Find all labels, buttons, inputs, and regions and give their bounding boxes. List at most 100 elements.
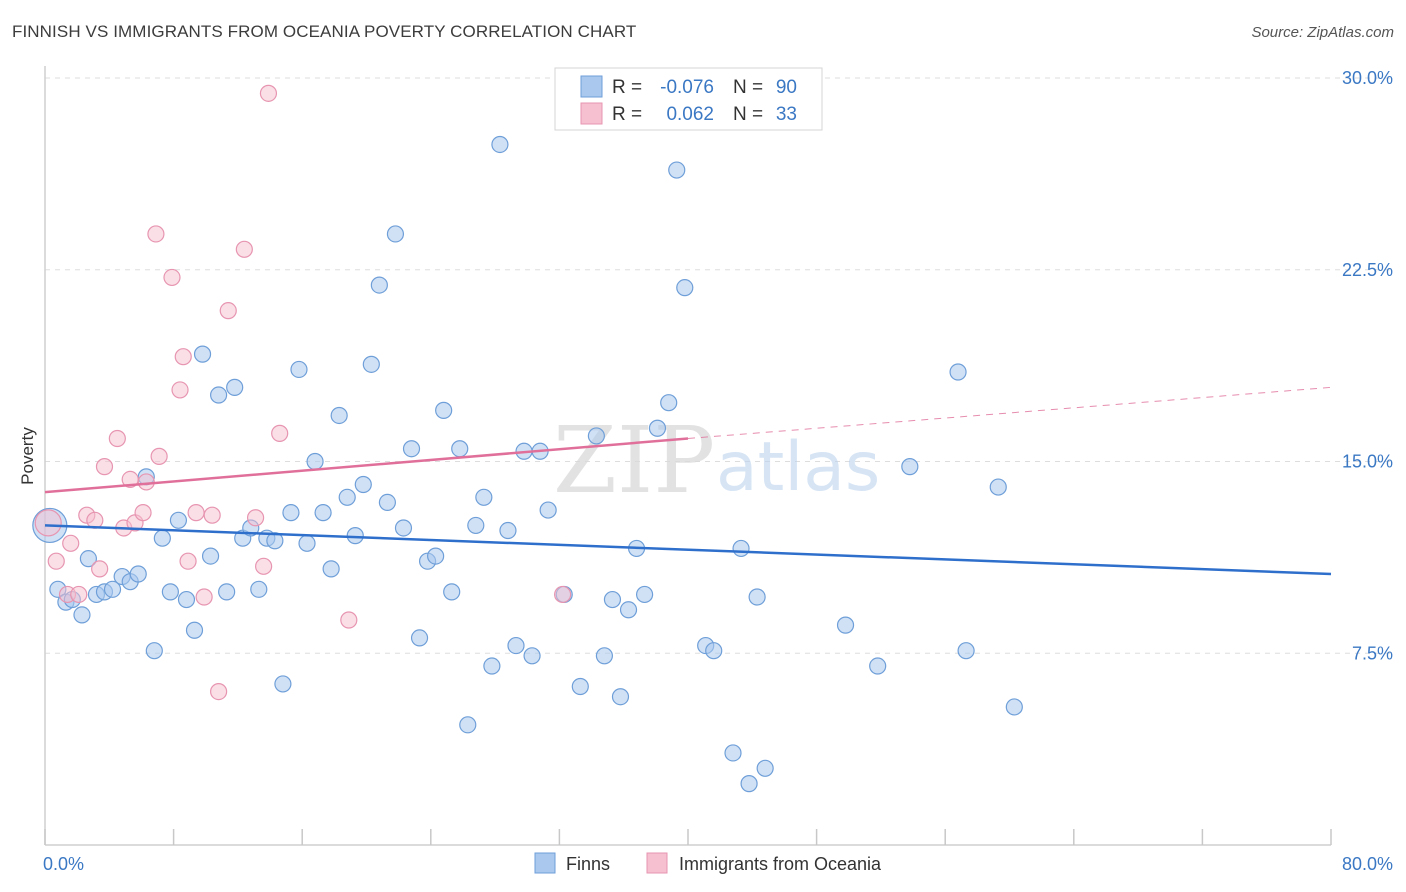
axes [44, 66, 1332, 846]
y-axis-label: Poverty [18, 427, 37, 485]
oceania-point-28 [255, 557, 273, 575]
oceania-point-22 [195, 588, 213, 606]
tick-labels: 7.5% 15.0% 22.5% 30.0% 0.0% 80.0% [43, 68, 1393, 874]
watermark-atlas: atlas [716, 428, 880, 507]
finns-point-80 [740, 775, 758, 793]
finns-point-8 [103, 580, 122, 598]
chart-title: FINNISH VS IMMIGRANTS FROM OCEANIA POVER… [12, 22, 637, 41]
x-tick-label-max: 80.0% [1342, 854, 1393, 874]
legend-n-value-oceania: 33 [776, 104, 797, 125]
oceania-point-16 [150, 447, 168, 465]
finns-point-34 [314, 504, 332, 522]
y-tick-label-3: 30.0% [1342, 68, 1393, 88]
y-tick-label-0: 7.5% [1352, 643, 1393, 663]
finns-point-42 [378, 493, 396, 512]
finns-point-46 [410, 629, 429, 647]
oceania-point-21 [187, 504, 205, 522]
finns-point-83 [836, 616, 855, 634]
oceania-point-29 [259, 84, 278, 102]
finns-point-89 [1005, 698, 1023, 716]
oceania-point-20 [179, 552, 197, 570]
finns-point-78 [724, 744, 742, 762]
legend-r-label-oceania: R = [612, 104, 642, 125]
trend-line-oceania [44, 437, 689, 494]
finns-point-86 [949, 363, 967, 381]
finns-point-53 [467, 516, 485, 535]
finns-point-36 [330, 406, 348, 425]
gridlines [45, 77, 1392, 654]
finns-point-43 [386, 225, 405, 243]
oceania-point-7 [91, 560, 109, 578]
watermark-zip: ZIP [553, 407, 715, 514]
trend-line-finns [44, 524, 1332, 576]
finns-point-39 [354, 475, 372, 494]
oceania-point-24 [210, 682, 228, 701]
finns-point-71 [635, 585, 654, 604]
finns-point-16 [169, 511, 188, 529]
finns-point-17 [177, 590, 196, 609]
legend-n-value-finns: 90 [776, 77, 797, 98]
finns-point-82 [756, 759, 774, 777]
legend-r-label-finns: R = [612, 77, 642, 98]
legend-r-value-finns: -0.076 [660, 77, 714, 98]
finns-point-79 [732, 539, 750, 558]
oceania-point-8 [95, 458, 114, 476]
oceania-point-26 [235, 240, 253, 258]
finns-point-85 [901, 458, 919, 476]
oceania-point-0 [34, 509, 62, 537]
legend-n-label-oceania: N = [733, 104, 763, 125]
finns-point-60 [523, 647, 541, 665]
legend-n-label-finns: N = [733, 77, 763, 98]
series-legend-label-finns[interactable]: Finns [566, 854, 610, 874]
finns-point-88 [989, 478, 1007, 496]
series-legend-swatch-finns[interactable] [534, 852, 556, 874]
finns-point-58 [507, 636, 525, 655]
finns-point-13 [145, 642, 163, 660]
finns-point-87 [957, 642, 975, 660]
series-legend-swatch-oceania[interactable] [646, 852, 668, 874]
finns-point-22 [218, 583, 236, 601]
finns-point-65 [587, 427, 605, 445]
finns-point-23 [226, 378, 244, 396]
oceania-point-31 [340, 611, 358, 629]
finns-point-48 [427, 547, 445, 565]
finns-point-84 [869, 657, 887, 675]
oceania-point-9 [108, 429, 126, 448]
finns-point-26 [250, 580, 268, 598]
finns-point-44 [394, 519, 413, 537]
oceania-point-23 [203, 506, 221, 524]
finns-point-51 [451, 440, 469, 458]
finns-point-45 [402, 440, 421, 458]
oceania-point-27 [246, 509, 265, 527]
finns-point-4 [73, 606, 91, 624]
finns-point-14 [153, 529, 171, 547]
finns-point-49 [435, 401, 453, 419]
finns-point-21 [210, 386, 228, 404]
finns-point-41 [370, 276, 388, 294]
finns-point-81 [748, 588, 766, 606]
finns-point-20 [201, 547, 220, 565]
series-legend: Finns Immigrants from Oceania [534, 852, 882, 874]
oceania-point-13 [134, 504, 152, 522]
finns-point-56 [491, 135, 509, 154]
oceania-point-18 [171, 381, 189, 399]
finns-point-69 [619, 601, 638, 619]
y-tick-label-1: 15.0% [1342, 452, 1393, 472]
finns-point-64 [571, 677, 589, 696]
series-oceania [34, 84, 572, 701]
finns-point-66 [595, 647, 614, 665]
series-legend-label-oceania[interactable]: Immigrants from Oceania [679, 854, 882, 874]
finns-point-18 [185, 621, 204, 639]
finns-point-30 [282, 504, 300, 522]
finns-point-35 [322, 560, 340, 578]
finns-point-11 [129, 565, 147, 583]
finns-point-57 [499, 521, 517, 540]
finns-point-68 [611, 688, 630, 706]
x-tick-label-min: 0.0% [43, 854, 84, 874]
watermark: ZIP atlas [553, 407, 880, 514]
finns-point-74 [668, 161, 686, 179]
oceania-point-25 [219, 302, 237, 320]
finns-point-19 [193, 345, 212, 363]
oceania-point-15 [147, 225, 165, 243]
finns-point-29 [274, 675, 292, 693]
